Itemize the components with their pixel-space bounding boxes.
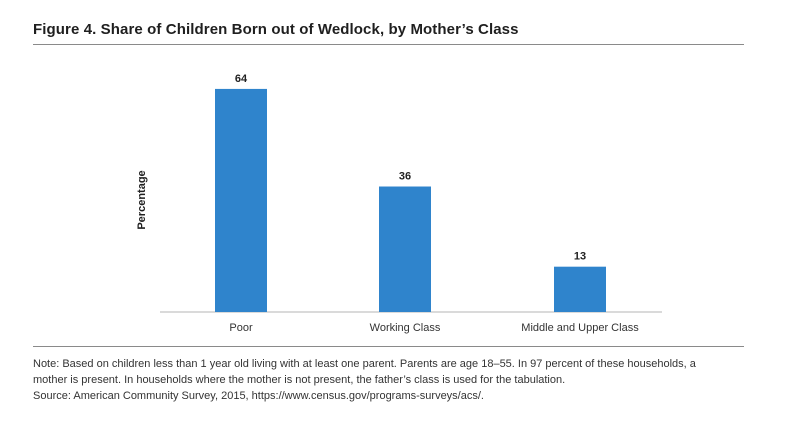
bar-working-class bbox=[379, 186, 431, 312]
bar-value-label: 36 bbox=[399, 171, 411, 183]
notes-divider bbox=[33, 346, 744, 347]
category-tick-label: Working Class bbox=[370, 322, 441, 334]
category-tick-label: Middle and Upper Class bbox=[521, 322, 639, 334]
figure-title: Figure 4. Share of Children Born out of … bbox=[33, 21, 519, 38]
bar-value-label: 13 bbox=[574, 251, 586, 263]
bar-value-label: 64 bbox=[235, 73, 248, 85]
note-line-2: mother is present. In households where t… bbox=[33, 374, 566, 386]
source-line: Source: American Community Survey, 2015,… bbox=[33, 390, 484, 402]
bar-poor bbox=[215, 88, 267, 313]
note-line-1: Note: Based on children less than 1 year… bbox=[33, 358, 696, 370]
figure-notes: Note: Based on children less than 1 year… bbox=[33, 356, 753, 404]
bar-middle-and-upper-class bbox=[554, 266, 606, 312]
title-divider bbox=[33, 44, 744, 45]
category-tick-label: Poor bbox=[229, 322, 253, 334]
